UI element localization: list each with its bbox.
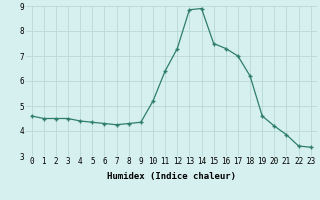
X-axis label: Humidex (Indice chaleur): Humidex (Indice chaleur) (107, 172, 236, 181)
